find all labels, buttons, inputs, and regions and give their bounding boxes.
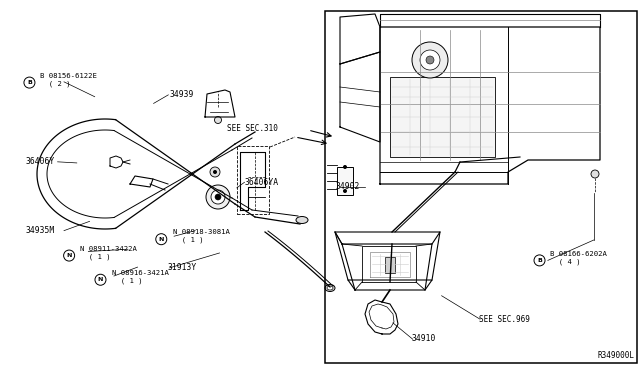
- Text: B: B: [27, 80, 32, 85]
- Circle shape: [420, 50, 440, 70]
- Text: N 08918-3081A
  ( 1 ): N 08918-3081A ( 1 ): [173, 230, 230, 243]
- Text: SEE SEC.969: SEE SEC.969: [479, 315, 529, 324]
- Ellipse shape: [296, 217, 308, 224]
- Text: SEE SEC.310: SEE SEC.310: [227, 124, 277, 133]
- Circle shape: [210, 167, 220, 177]
- Text: N 08911-3422A
  ( 1 ): N 08911-3422A ( 1 ): [80, 246, 137, 260]
- Bar: [337, 167, 353, 195]
- Ellipse shape: [325, 285, 335, 292]
- Text: 34939: 34939: [170, 90, 194, 99]
- Text: N 08916-3421A
  ( 1 ): N 08916-3421A ( 1 ): [112, 270, 169, 284]
- Text: 34935M: 34935M: [26, 226, 55, 235]
- Circle shape: [214, 116, 221, 124]
- Bar: [385, 257, 395, 273]
- Circle shape: [24, 77, 35, 88]
- Text: N: N: [67, 253, 72, 258]
- Text: 34910: 34910: [412, 334, 436, 343]
- Text: B 08166-6202A
  ( 4 ): B 08166-6202A ( 4 ): [550, 251, 607, 264]
- Bar: [325, 11, 637, 363]
- Circle shape: [412, 42, 448, 78]
- Circle shape: [206, 185, 230, 209]
- Circle shape: [213, 170, 217, 174]
- Circle shape: [426, 56, 434, 64]
- Ellipse shape: [327, 286, 333, 290]
- Text: 34902: 34902: [335, 182, 360, 191]
- Circle shape: [63, 250, 75, 261]
- Circle shape: [95, 274, 106, 285]
- Circle shape: [211, 190, 225, 204]
- Text: B 08156-6122E
  ( 2 ): B 08156-6122E ( 2 ): [40, 73, 97, 87]
- Text: N: N: [159, 237, 164, 242]
- Text: R349000L: R349000L: [598, 351, 635, 360]
- Circle shape: [591, 170, 599, 178]
- Circle shape: [343, 189, 347, 193]
- Circle shape: [156, 234, 167, 245]
- Text: 36406YA: 36406YA: [244, 178, 278, 187]
- Bar: [237, 146, 269, 214]
- Circle shape: [343, 165, 347, 169]
- Text: 36406Y: 36406Y: [26, 157, 55, 166]
- Circle shape: [534, 255, 545, 266]
- Circle shape: [215, 194, 221, 200]
- Bar: [390, 77, 495, 157]
- Text: B: B: [537, 258, 542, 263]
- Text: N: N: [98, 277, 103, 282]
- Text: 31913Y: 31913Y: [168, 263, 197, 272]
